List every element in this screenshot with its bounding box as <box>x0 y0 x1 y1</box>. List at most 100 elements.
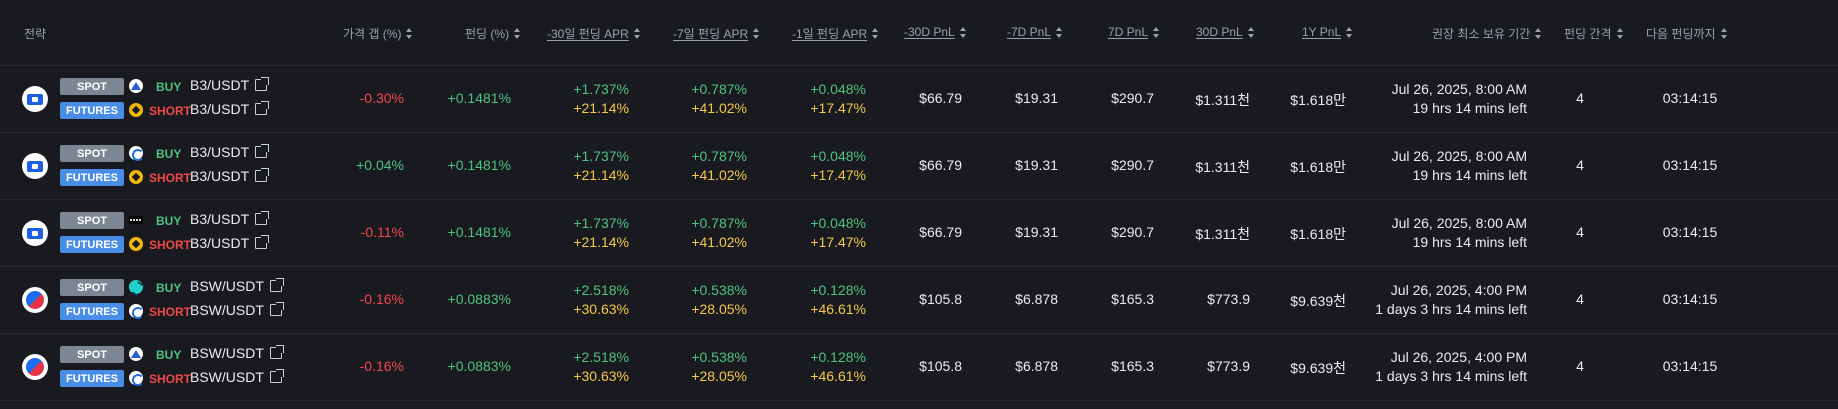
spot-pair-link[interactable]: B3/USDT <box>190 144 270 160</box>
futures-pair-link[interactable]: BSW/USDT <box>190 369 284 385</box>
dark-exchange-icon <box>129 216 143 224</box>
apr30-annual: +30.63% <box>573 301 629 317</box>
header-apr7[interactable]: -7일 펀딩 APR <box>673 25 760 42</box>
header-pnl30d[interactable]: 30D PnL <box>1196 25 1255 39</box>
header-pnl1y[interactable]: 1Y PnL <box>1302 25 1353 39</box>
spot-pair-link[interactable]: BSW/USDT <box>190 345 284 361</box>
funding-interval: 4 <box>1576 90 1584 106</box>
hold-date: Jul 26, 2025, 4:00 PM <box>1390 349 1527 365</box>
pnl7d-past: $6.878 <box>1015 291 1058 307</box>
pnl1y: $1.618만 <box>1290 92 1346 108</box>
binance-exchange-icon <box>129 237 143 251</box>
external-link-icon[interactable] <box>255 101 270 115</box>
sort-icon[interactable] <box>514 28 521 39</box>
spot-pair-link[interactable]: B3/USDT <box>190 211 270 227</box>
apr7-annual: +28.05% <box>691 301 747 317</box>
sort-icon[interactable] <box>1247 26 1255 38</box>
pnl30d: $773.9 <box>1207 358 1250 374</box>
cyclic-exchange-icon <box>129 146 144 161</box>
sort-icon[interactable] <box>633 28 641 39</box>
futures-pair-link[interactable]: B3/USDT <box>190 101 270 117</box>
header-min-hold[interactable]: 권장 최소 보유 기간 <box>1432 25 1542 42</box>
sort-icon[interactable] <box>872 28 879 39</box>
futures-tag: FUTURES <box>60 169 124 186</box>
table-row[interactable]: SPOT FUTURES BUY SHORT B3/USDT B3/USDT +… <box>0 133 1838 200</box>
spot-tag: SPOT <box>60 279 124 296</box>
next-funding-countdown: 03:14:15 <box>1662 224 1718 240</box>
apr1-value: +0.128% <box>810 282 866 298</box>
pnl7d-past: $6.878 <box>1015 358 1058 374</box>
external-link-icon[interactable] <box>269 369 284 383</box>
hold-date: Jul 26, 2025, 8:00 AM <box>1391 148 1527 164</box>
pnl1y: $9.639천 <box>1290 360 1346 376</box>
price-gap: -0.30% <box>359 90 404 106</box>
header-funding[interactable]: 펀딩 (%) <box>465 25 521 42</box>
buy-label: BUY <box>156 214 182 228</box>
hold-left: 1 days 3 hrs 14 mins left <box>1375 368 1527 384</box>
header-interval[interactable]: 펀딩 간격 <box>1564 25 1624 42</box>
external-link-icon[interactable] <box>255 211 270 225</box>
short-label: SHORT <box>149 104 191 118</box>
spot-pair-link[interactable]: BSW/USDT <box>190 278 284 294</box>
sort-icon[interactable] <box>1346 26 1353 38</box>
external-link-icon[interactable] <box>255 144 270 158</box>
apr1-value: +0.128% <box>810 349 866 365</box>
futures-pair-link[interactable]: B3/USDT <box>190 235 270 251</box>
table-row[interactable]: SPOT FUTURES BUY SHORT BSW/USDT BSW/USDT… <box>0 334 1838 401</box>
apr7-value: +0.787% <box>691 81 747 97</box>
sort-icon[interactable] <box>1056 26 1063 38</box>
header-price-gap[interactable]: 가격 갭 (%) <box>343 25 413 42</box>
apr7-annual: +41.02% <box>691 100 747 116</box>
sort-icon[interactable] <box>1535 28 1542 39</box>
price-gap: -0.11% <box>360 224 404 240</box>
sort-icon[interactable] <box>1153 26 1160 38</box>
sort-icon[interactable] <box>1720 28 1728 39</box>
header-pnl7d[interactable]: 7D PnL <box>1108 25 1160 39</box>
sort-icon[interactable] <box>959 26 967 38</box>
external-link-icon[interactable] <box>269 278 284 292</box>
price-gap: -0.16% <box>359 358 404 374</box>
hold-left: 19 hrs 14 mins left <box>1412 234 1527 250</box>
apr1-annual: +17.47% <box>810 167 866 183</box>
spot-tag: SPOT <box>60 145 124 162</box>
external-link-icon[interactable] <box>255 77 270 91</box>
sort-icon[interactable] <box>1616 28 1624 39</box>
futures-tag: FUTURES <box>60 102 124 119</box>
header-pnl30d-past[interactable]: -30D PnL <box>904 25 967 39</box>
apr7-value: +0.538% <box>691 282 747 298</box>
short-label: SHORT <box>149 238 191 252</box>
pnl1y: $1.618만 <box>1290 159 1346 175</box>
futures-pair-link[interactable]: B3/USDT <box>190 168 270 184</box>
pnl7d: $165.3 <box>1111 358 1154 374</box>
funding-rate: +0.0883% <box>447 358 511 374</box>
futures-tag: FUTURES <box>60 236 124 253</box>
header-pnl7d-past[interactable]: -7D PnL <box>1007 25 1063 39</box>
pnl30d: $1.311천 <box>1195 226 1250 242</box>
header-strategy: 전략 <box>24 27 47 41</box>
funding-rate: +0.1481% <box>447 90 511 106</box>
header-apr30[interactable]: -30일 펀딩 APR <box>547 25 641 42</box>
header-apr1[interactable]: -1일 펀딩 APR <box>792 25 879 42</box>
pnl7d-past: $19.31 <box>1015 157 1058 173</box>
sort-icon[interactable] <box>753 28 760 39</box>
table-row[interactable]: SPOT FUTURES BUY SHORT B3/USDT B3/USDT -… <box>0 200 1838 267</box>
spot-pair-link[interactable]: B3/USDT <box>190 77 270 93</box>
funding-rate: +0.1481% <box>447 224 511 240</box>
pnl7d: $165.3 <box>1111 291 1154 307</box>
external-link-icon[interactable] <box>269 302 284 316</box>
sort-icon[interactable] <box>406 28 413 39</box>
pnl30d-past: $105.8 <box>919 358 962 374</box>
external-link-icon[interactable] <box>255 235 270 249</box>
pnl30d: $1.311천 <box>1195 159 1250 175</box>
futures-pair-link[interactable]: BSW/USDT <box>190 302 284 318</box>
short-label: SHORT <box>149 171 191 185</box>
external-link-icon[interactable] <box>269 345 284 359</box>
next-funding-countdown: 03:14:15 <box>1662 90 1718 106</box>
table-row[interactable]: SPOT FUTURES BUY SHORT B3/USDT B3/USDT -… <box>0 66 1838 133</box>
b3-coin-icon <box>22 220 48 246</box>
external-link-icon[interactable] <box>255 168 270 182</box>
table-row[interactable]: SPOT FUTURES BUY SHORT BSW/USDT BSW/USDT… <box>0 267 1838 334</box>
header-next-funding[interactable]: 다음 펀딩까지 <box>1646 25 1728 42</box>
apr30-annual: +21.14% <box>573 234 629 250</box>
spot-tag: SPOT <box>60 346 124 363</box>
